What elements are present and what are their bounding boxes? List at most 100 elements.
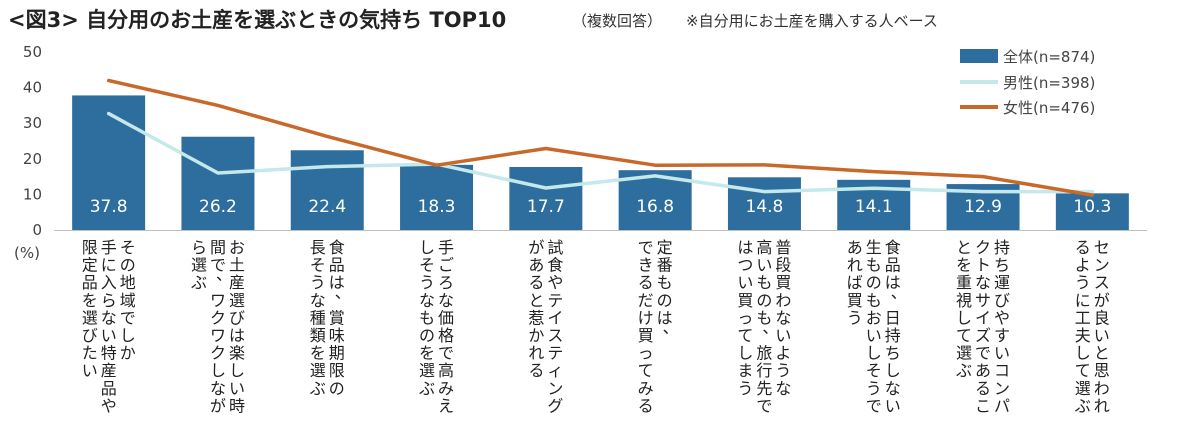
bar xyxy=(509,166,583,230)
category-label-char: み xyxy=(438,379,454,398)
category-label-char: 惹 xyxy=(528,308,544,327)
legend-label: 女性(n=476) xyxy=(1003,99,1095,117)
category-label-char: い xyxy=(737,273,753,292)
category-label-char: だ xyxy=(638,291,654,310)
category-label-char: ぶ xyxy=(419,379,435,398)
category-label-char: 間 xyxy=(210,238,226,257)
legend: 全体(n=874) 男性(n=398) 女性(n=476) xyxy=(960,48,1095,117)
category-label-char: ち xyxy=(994,256,1010,275)
category-label-char: 食 xyxy=(547,256,563,275)
legend-label: 男性(n=398) xyxy=(1003,74,1095,92)
category-label-char: て xyxy=(956,326,972,345)
category-label-char: う xyxy=(737,379,753,398)
category-label-char: は xyxy=(885,273,901,292)
category-label-char: は xyxy=(329,273,345,292)
category-label-char: 日 xyxy=(885,308,901,327)
category-label-char: は xyxy=(737,238,753,257)
category-label-char: れ xyxy=(528,344,544,363)
category-label-char: 手 xyxy=(438,238,454,257)
category-label-char: 定 xyxy=(82,256,98,275)
category-label-char: る xyxy=(638,273,654,292)
category-label-char: 入 xyxy=(101,273,117,292)
category-label-char: っ xyxy=(737,308,753,327)
category-label-char: い xyxy=(994,344,1010,363)
y-axis: 0 10 20 30 40 50 (%) xyxy=(14,43,1147,262)
y-tick-label: 40 xyxy=(23,79,42,97)
category-label-char: を xyxy=(956,256,972,275)
category-label-char: も xyxy=(866,291,882,310)
category-label-char: 、 xyxy=(663,318,679,337)
category-label-char: が xyxy=(210,396,226,415)
category-label-char: 品 xyxy=(329,256,345,275)
category-label-char: て xyxy=(1075,361,1091,380)
category-label-char: や xyxy=(547,273,563,292)
category-label-char: 価 xyxy=(438,308,454,327)
category-label-char: グ xyxy=(547,396,563,415)
category-label-char: 限 xyxy=(82,238,98,257)
category-label-char: 期 xyxy=(329,344,345,363)
category-label-char: で xyxy=(638,238,654,257)
chart-subtitle: ※自分用にお土産を購入する人ベース xyxy=(686,12,938,30)
category-label-char: れ xyxy=(1094,396,1110,415)
category-label-char: す xyxy=(994,326,1010,345)
category-label-char: 買 xyxy=(775,273,791,292)
category-label-char: 類 xyxy=(310,326,326,345)
category-label-char: 良 xyxy=(1094,308,1110,327)
legend-item: 全体(n=874) xyxy=(960,48,1095,66)
category-label-char: い xyxy=(775,326,791,345)
category-label-char: で xyxy=(866,396,882,415)
category-label-char: け xyxy=(638,308,654,327)
category-label-char: 域 xyxy=(120,291,136,310)
category-label-char: あ xyxy=(528,256,544,275)
category-label-char: ぶ xyxy=(956,361,972,380)
category-label-char: 長 xyxy=(310,238,326,257)
category-label-char: 産 xyxy=(229,273,245,292)
category-label-char: 選 xyxy=(191,256,207,275)
category-label-char: ま xyxy=(737,361,753,380)
category-label-char: お xyxy=(229,238,245,257)
category-label-char: 選 xyxy=(310,361,326,380)
category-label-char: 重 xyxy=(956,273,972,292)
category-label-char: い xyxy=(1094,326,1110,345)
category-label-char: た xyxy=(82,344,98,363)
category-label-char: び xyxy=(229,308,245,327)
female-series-line xyxy=(106,78,1095,197)
category-label-char: き xyxy=(638,256,654,275)
category-label-char: は xyxy=(657,308,673,327)
bar-value-label: 22.4 xyxy=(308,197,346,217)
category-label-char: み xyxy=(638,379,654,398)
category-label-char: そ xyxy=(120,238,136,257)
category-label-char: ト xyxy=(975,256,991,275)
category-label-char: い xyxy=(756,256,772,275)
category-label-char: 運 xyxy=(994,273,1010,292)
category-label-char: 行 xyxy=(756,361,772,380)
category-label-char: は xyxy=(229,326,245,345)
category-label-char: し xyxy=(419,238,435,257)
category-label-char: 選 xyxy=(82,308,98,327)
category-label-char: 賞 xyxy=(329,308,345,327)
y-tick-label: 30 xyxy=(23,114,42,132)
category-label-char: っ xyxy=(638,344,654,363)
category-label-char: 持 xyxy=(885,326,901,345)
category-label-char: 食 xyxy=(885,238,901,257)
bar-value-label: 37.8 xyxy=(90,197,128,217)
category-label-char: も xyxy=(419,308,435,327)
category-label-char: な xyxy=(885,379,901,398)
bar xyxy=(400,164,474,230)
category-label-char: と xyxy=(528,291,544,310)
category-label-char: 手 xyxy=(101,238,117,257)
category-label-char: 先 xyxy=(756,379,772,398)
chart-title: <図3> 自分用のお土産を選ぶときの気持ち TOP10 xyxy=(8,8,506,32)
category-label-char: 買 xyxy=(737,291,753,310)
category-label-char: で xyxy=(438,344,454,363)
category-label-char: え xyxy=(438,396,454,415)
category-label-char: 高 xyxy=(438,361,454,380)
category-label-char: し xyxy=(866,344,882,363)
category-label-char: 選 xyxy=(1075,379,1091,398)
category-label-char: し xyxy=(737,344,753,363)
